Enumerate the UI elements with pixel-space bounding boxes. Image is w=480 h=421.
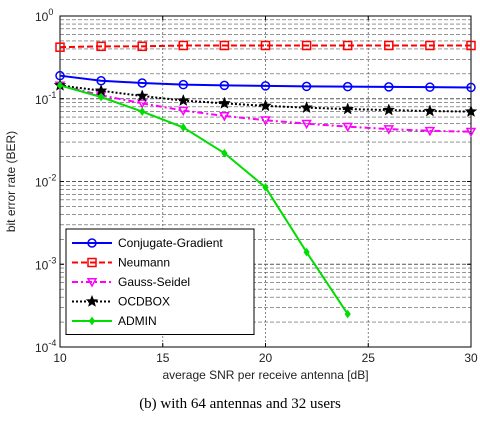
data-point-neumann: [137, 41, 147, 52]
data-point-gauss-seidel: [136, 99, 148, 109]
data-point-ocdbox: [176, 93, 190, 107]
legend-entry-conjugate-gradient: Conjugate-Gradient: [118, 236, 223, 250]
data-point-conjugate-gradient: [260, 81, 271, 91]
legend-marker-gauss-seidel: [86, 278, 98, 288]
series-layer: [53, 40, 478, 319]
data-point-conjugate-gradient: [425, 82, 435, 92]
x-tick-label: 20: [259, 351, 273, 365]
data-point-gauss-seidel: [383, 125, 395, 135]
data-point-neumann: [260, 40, 271, 51]
y-tick-label: 10-1: [35, 90, 56, 107]
series-admin: [56, 81, 351, 319]
series-neumann: [55, 40, 476, 52]
x-tick-label: 25: [362, 351, 376, 365]
data-point-admin: [303, 247, 310, 257]
x-axis-label: average SNR per receive antenna [dB]: [162, 368, 368, 382]
legend-marker-admin: [88, 316, 96, 326]
y-tick-label: 10-3: [35, 255, 56, 272]
data-point-gauss-seidel: [424, 126, 436, 137]
data-point-gauss-seidel: [342, 122, 353, 133]
legend-marker-ocdbox: [85, 294, 99, 307]
data-point-ocdbox: [464, 104, 478, 118]
data-point-neumann: [301, 40, 312, 51]
data-point-neumann: [466, 40, 476, 51]
data-point-ocdbox: [218, 96, 231, 109]
data-point-gauss-seidel: [178, 106, 189, 117]
legend-entry-gauss-seidel: Gauss-Seidel: [118, 275, 190, 289]
legend-box: [65, 228, 255, 335]
data-point-conjugate-gradient: [178, 79, 189, 90]
x-tick-label: 10: [53, 351, 67, 365]
data-point-conjugate-gradient: [219, 80, 230, 91]
data-point-conjugate-gradient: [301, 81, 312, 92]
data-point-admin: [97, 92, 105, 102]
data-point-neumann: [342, 40, 353, 51]
data-point-admin: [139, 107, 146, 116]
series-line-gauss-seidel: [59, 84, 472, 133]
x-tick-label: 30: [464, 351, 478, 365]
series-conjugate-gradient: [55, 70, 476, 93]
data-point-neumann: [178, 40, 189, 51]
data-point-gauss-seidel: [219, 111, 230, 122]
data-point-ocdbox: [259, 99, 272, 112]
data-point-ocdbox: [135, 89, 149, 102]
data-point-admin: [56, 81, 64, 90]
data-point-ocdbox: [382, 103, 396, 116]
x-tick-label: 15: [156, 351, 170, 365]
series-ocdbox: [53, 78, 478, 118]
figure-caption: (b) with 64 antennas and 32 users: [139, 396, 341, 412]
data-point-ocdbox: [341, 102, 355, 115]
y-tick-label: 100: [35, 7, 53, 24]
data-point-neumann: [55, 42, 65, 52]
legend: Conjugate-Gradient Neumann Gauss-Seidel OCD…: [65, 228, 255, 335]
data-point-neumann: [425, 40, 435, 51]
data-point-gauss-seidel: [465, 127, 477, 138]
data-point-neumann: [96, 41, 106, 52]
legend-entry-neumann: Neumann: [118, 256, 170, 270]
data-point-neumann: [384, 40, 394, 51]
y-axis-label: bit error rate (BER): [4, 131, 18, 232]
legend-entry-ocdbox: OCDBOX: [118, 295, 170, 309]
data-point-conjugate-gradient: [384, 82, 394, 92]
series-line-neumann: [59, 44, 471, 49]
data-point-admin: [221, 148, 228, 158]
data-point-admin: [180, 123, 187, 132]
data-point-admin: [262, 182, 269, 192]
y-tick-label: 10-2: [35, 173, 56, 190]
data-point-conjugate-gradient: [466, 82, 476, 93]
legend-marker-neumann: [87, 257, 97, 268]
legend-marker-conjugate-gradient: [87, 238, 97, 248]
series-line-admin: [59, 84, 349, 315]
data-point-conjugate-gradient: [342, 81, 353, 92]
data-point-admin: [344, 309, 351, 319]
data-point-conjugate-gradient: [137, 78, 147, 88]
series-line-conjugate-gradient: [59, 74, 472, 89]
data-point-gauss-seidel: [301, 119, 312, 130]
data-point-gauss-seidel: [260, 116, 271, 126]
data-point-neumann: [219, 40, 230, 51]
data-point-ocdbox: [300, 100, 313, 114]
series-line-ocdbox: [59, 84, 472, 113]
legend-entry-admin: ADMIN: [118, 314, 157, 328]
data-point-ocdbox: [423, 104, 437, 117]
